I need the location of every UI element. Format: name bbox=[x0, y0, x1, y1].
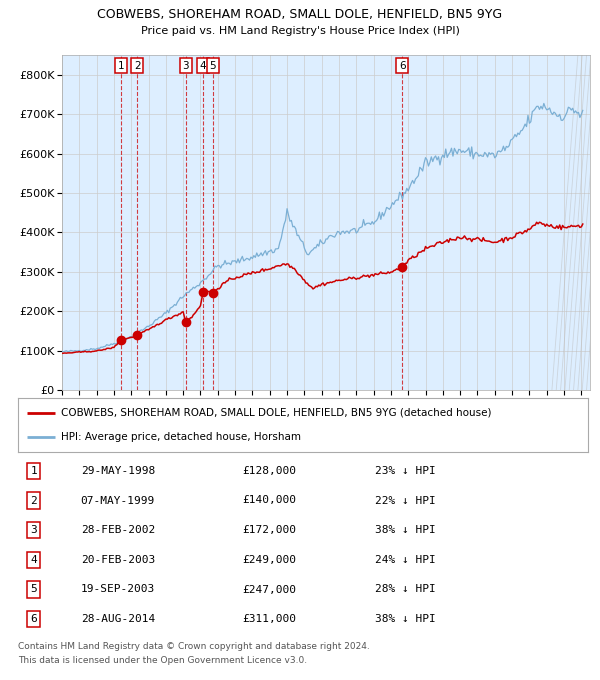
Text: 28-AUG-2014: 28-AUG-2014 bbox=[80, 614, 155, 624]
Text: £172,000: £172,000 bbox=[242, 525, 296, 535]
Text: 2: 2 bbox=[134, 61, 140, 71]
Text: Price paid vs. HM Land Registry's House Price Index (HPI): Price paid vs. HM Land Registry's House … bbox=[140, 26, 460, 36]
Text: Contains HM Land Registry data © Crown copyright and database right 2024.: Contains HM Land Registry data © Crown c… bbox=[18, 642, 370, 651]
Text: 28% ↓ HPI: 28% ↓ HPI bbox=[375, 585, 436, 594]
Text: 2: 2 bbox=[31, 496, 37, 505]
Text: COBWEBS, SHOREHAM ROAD, SMALL DOLE, HENFIELD, BN5 9YG: COBWEBS, SHOREHAM ROAD, SMALL DOLE, HENF… bbox=[97, 8, 503, 21]
Text: 3: 3 bbox=[31, 525, 37, 535]
Text: 23% ↓ HPI: 23% ↓ HPI bbox=[375, 466, 436, 476]
Text: This data is licensed under the Open Government Licence v3.0.: This data is licensed under the Open Gov… bbox=[18, 656, 307, 665]
Text: 6: 6 bbox=[31, 614, 37, 624]
Text: 19-SEP-2003: 19-SEP-2003 bbox=[80, 585, 155, 594]
Text: 20-FEB-2003: 20-FEB-2003 bbox=[80, 555, 155, 565]
Text: 5: 5 bbox=[209, 61, 216, 71]
Text: 24% ↓ HPI: 24% ↓ HPI bbox=[375, 555, 436, 565]
Text: COBWEBS, SHOREHAM ROAD, SMALL DOLE, HENFIELD, BN5 9YG (detached house): COBWEBS, SHOREHAM ROAD, SMALL DOLE, HENF… bbox=[61, 407, 491, 418]
Text: £128,000: £128,000 bbox=[242, 466, 296, 476]
Text: 29-MAY-1998: 29-MAY-1998 bbox=[80, 466, 155, 476]
Text: 1: 1 bbox=[118, 61, 124, 71]
Text: 5: 5 bbox=[31, 585, 37, 594]
Text: £311,000: £311,000 bbox=[242, 614, 296, 624]
Text: £140,000: £140,000 bbox=[242, 496, 296, 505]
Text: 07-MAY-1999: 07-MAY-1999 bbox=[80, 496, 155, 505]
Text: 4: 4 bbox=[31, 555, 37, 565]
Text: 28-FEB-2002: 28-FEB-2002 bbox=[80, 525, 155, 535]
Text: HPI: Average price, detached house, Horsham: HPI: Average price, detached house, Hors… bbox=[61, 432, 301, 443]
Text: 22% ↓ HPI: 22% ↓ HPI bbox=[375, 496, 436, 505]
Text: £247,000: £247,000 bbox=[242, 585, 296, 594]
Text: 38% ↓ HPI: 38% ↓ HPI bbox=[375, 525, 436, 535]
Text: 4: 4 bbox=[200, 61, 206, 71]
Text: 38% ↓ HPI: 38% ↓ HPI bbox=[375, 614, 436, 624]
Text: 3: 3 bbox=[182, 61, 189, 71]
Text: 1: 1 bbox=[31, 466, 37, 476]
Text: £249,000: £249,000 bbox=[242, 555, 296, 565]
Text: 6: 6 bbox=[399, 61, 406, 71]
